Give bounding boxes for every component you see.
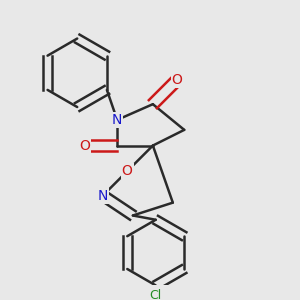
Text: O: O bbox=[122, 164, 133, 178]
Text: O: O bbox=[79, 139, 90, 153]
Text: Cl: Cl bbox=[150, 289, 162, 300]
Text: N: N bbox=[98, 188, 108, 203]
Text: O: O bbox=[172, 73, 183, 87]
Text: N: N bbox=[112, 113, 122, 127]
